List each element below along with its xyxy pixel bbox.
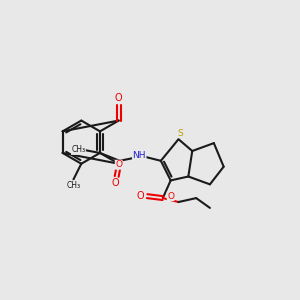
Text: O: O xyxy=(115,93,122,103)
Text: S: S xyxy=(178,129,183,138)
Text: O: O xyxy=(167,192,174,201)
Text: O: O xyxy=(115,160,122,169)
Text: CH₃: CH₃ xyxy=(66,181,80,190)
Text: O: O xyxy=(112,178,119,188)
Text: CH₃: CH₃ xyxy=(71,146,85,154)
Text: O: O xyxy=(136,191,144,201)
Text: NH: NH xyxy=(133,152,146,160)
